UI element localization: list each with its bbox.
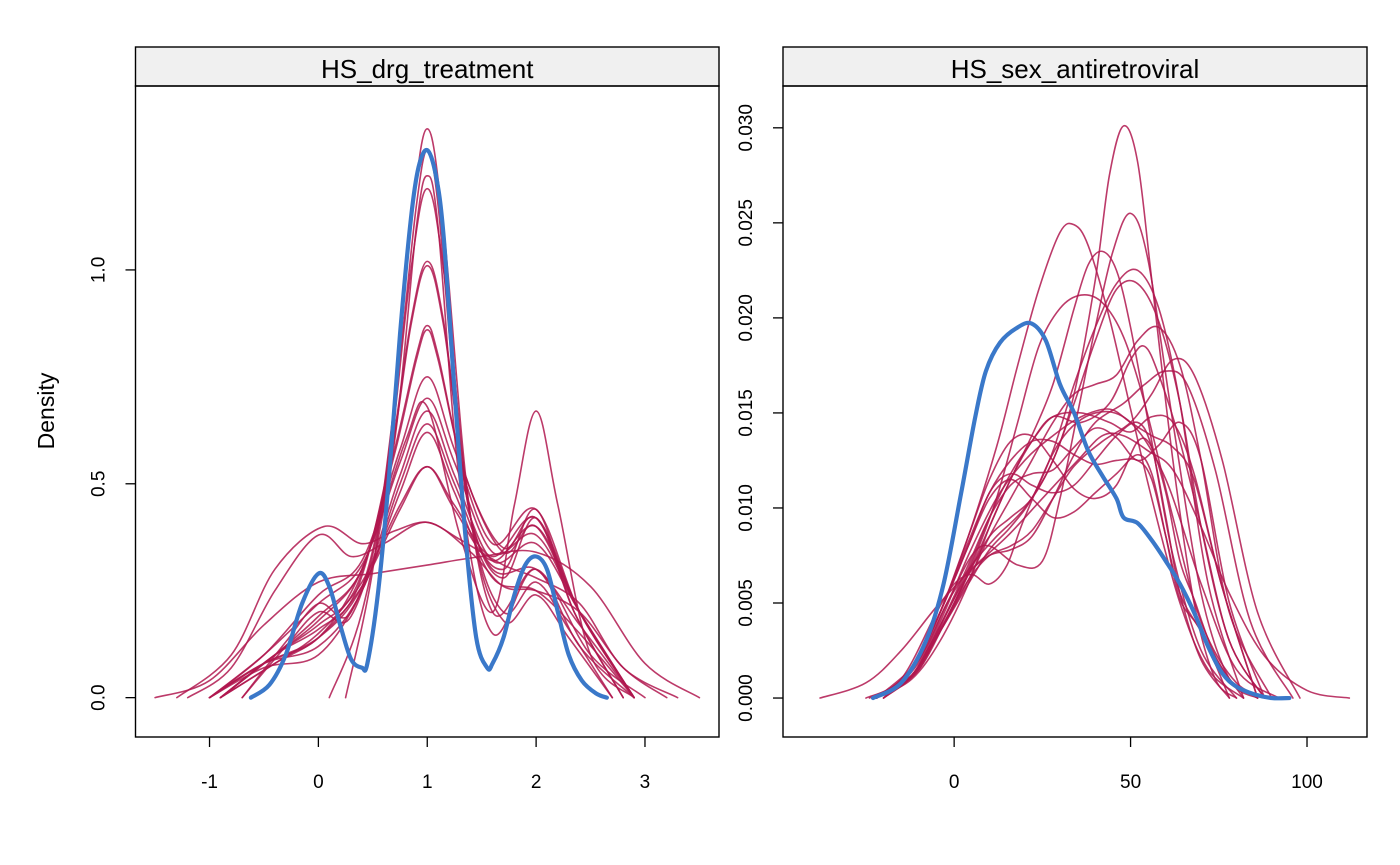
y-tick-label: 0.010	[736, 484, 757, 532]
imputed-density-curve-15	[875, 408, 1259, 699]
y-tick-label: 0.000	[736, 674, 757, 722]
x-tick-label: 50	[1120, 772, 1141, 793]
panel-strip-background	[782, 46, 1368, 87]
imputed-density-curve-20	[875, 421, 1231, 699]
axis-ticks: -1 0 1 2 3 0.0 0.5 1.0	[88, 257, 650, 793]
y-tick-label: 0.0	[88, 684, 109, 710]
panel-frame	[782, 85, 1368, 738]
imputed-density-curve-19	[344, 149, 635, 699]
panel-hs-drg-treatment: HS_drg_treatment -1 0 1 2 3 0.0 0.5 1.0	[88, 46, 720, 793]
x-tick-label: 2	[531, 772, 542, 793]
panel-strip-background	[134, 46, 720, 87]
observed-density-curve	[248, 147, 609, 700]
y-tick-label: 0.005	[736, 579, 757, 627]
panel-hs-sex-antiretroviral: HS_sex_antiretroviral 0 50 100 0.000 0.005 0.…	[736, 46, 1368, 793]
observed-density-curve	[870, 320, 1292, 701]
panel-title: HS_drg_treatment	[321, 54, 534, 84]
imputed-density-curve-3	[176, 521, 679, 699]
x-tick-label: 100	[1291, 772, 1323, 793]
y-tick-label: 1.0	[89, 257, 110, 283]
imputed-density-curve-11	[882, 357, 1301, 699]
imputed-density-curve-10	[882, 370, 1294, 699]
x-tick-label: 0	[313, 772, 324, 793]
imputed-density-curve-14	[875, 411, 1259, 699]
x-tick-label: 0	[949, 772, 960, 793]
y-tick-label: 0.5	[88, 471, 109, 497]
imputed-density-curve-13	[875, 345, 1266, 699]
x-tick-label: -1	[201, 772, 218, 793]
imputed-density-curve-11	[208, 397, 635, 699]
y-tick-label: 0.030	[736, 104, 757, 152]
x-tick-label: 3	[640, 772, 651, 793]
y-tick-label: 0.025	[736, 199, 757, 247]
imputed-density-curve-10	[208, 376, 635, 699]
panel-title: HS_sex_antiretroviral	[951, 54, 1200, 84]
panel-frame	[134, 85, 720, 738]
y-axis-title: Density	[33, 372, 59, 449]
imputed-density-curve-16	[875, 421, 1266, 699]
imputed-density-curve-9	[875, 268, 1245, 699]
imputed-density-curve-14	[208, 431, 635, 699]
x-tick-label: 1	[422, 772, 433, 793]
imputed-density-curve-18	[875, 433, 1245, 699]
density-curves	[154, 127, 701, 700]
imputed-density-curve-1	[154, 549, 701, 699]
y-tick-label: 0.020	[736, 294, 757, 342]
imputed-density-curve-4	[241, 127, 614, 699]
imputed-density-curve-1	[819, 432, 1351, 699]
axis-ticks: 0 50 100 0.000 0.005 0.010 0.015 0.020 0.025 0.03…	[736, 104, 1323, 793]
y-tick-label: 0.015	[736, 389, 757, 437]
density-curves	[819, 124, 1351, 701]
